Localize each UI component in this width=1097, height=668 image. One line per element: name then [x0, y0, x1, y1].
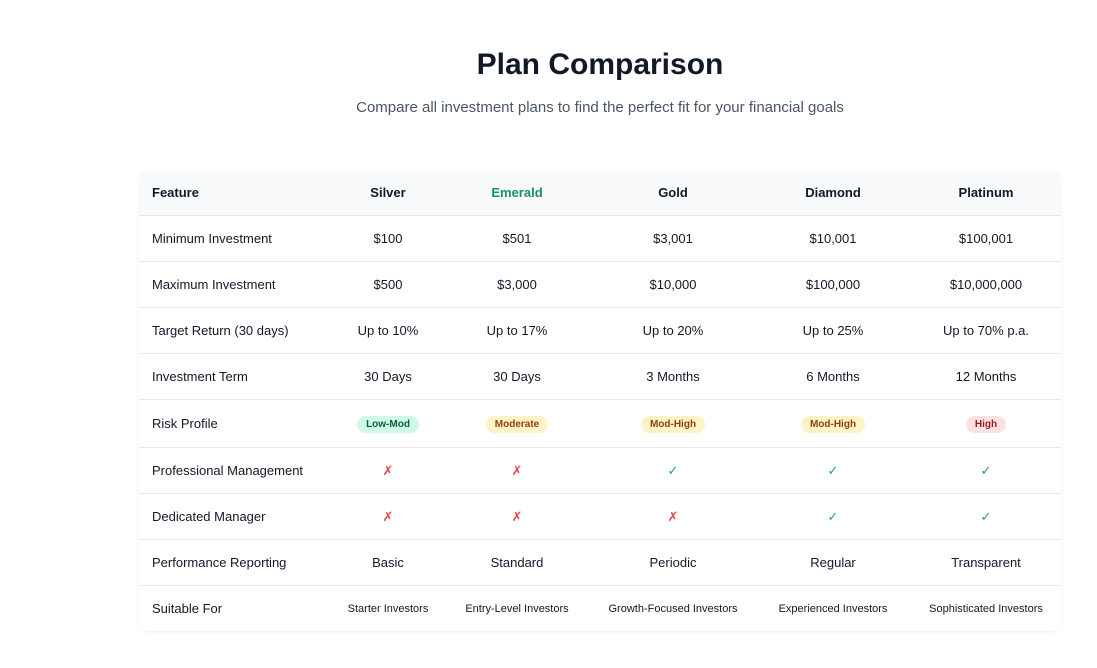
cell: $3,001: [591, 215, 755, 262]
cell: $10,000: [591, 261, 755, 308]
cell: Transparent: [911, 539, 1061, 586]
cell: Low-Mod: [333, 399, 443, 448]
cell: $500: [333, 261, 443, 308]
row-label: Maximum Investment: [139, 261, 333, 308]
status-icon: ✓: [755, 493, 911, 540]
risk-badge: High: [965, 415, 1007, 433]
table-row: Suitable For Starter Investors Entry-Level…: [139, 586, 1061, 632]
cell: Moderate: [443, 399, 591, 448]
row-label: Investment Term: [139, 353, 333, 400]
cell: 12 Months: [911, 353, 1061, 400]
column-header: Emerald: [443, 170, 591, 216]
cell: $100: [333, 215, 443, 262]
table-row: Minimum Investment $100 $501 $3,001 $10,001 $…: [139, 215, 1061, 262]
row-label: Performance Reporting: [139, 539, 333, 586]
table-row: Performance Reporting Basic Standard Period…: [139, 539, 1061, 586]
subtitle: Compare all investment plans to find the…: [356, 99, 844, 116]
header-row: Feature Silver Emerald Gold Diamond Platinum: [139, 170, 1061, 216]
cell: Basic: [333, 539, 443, 586]
cell: Entry-Level Investors: [465, 602, 569, 615]
cell: Up to 25%: [755, 307, 911, 354]
cell: 30 Days: [443, 353, 591, 400]
cell: Standard: [443, 539, 591, 586]
cell: $100,000: [755, 261, 911, 308]
column-header: Silver: [333, 170, 443, 216]
status-icon: ✗: [333, 447, 443, 494]
title: Plan Comparison: [476, 48, 724, 81]
status-icon: ✓: [755, 447, 911, 494]
cell: Growth-Focused Investors: [608, 602, 738, 615]
risk-badge: Mod-High: [640, 415, 706, 433]
row-label: Suitable For: [152, 601, 223, 616]
status-icon: ✗: [443, 493, 591, 540]
table-row: Maximum Investment $500 $3,000 $10,000 $100,…: [139, 261, 1061, 308]
column-header: Diamond: [755, 170, 911, 216]
status-icon: ✓: [911, 493, 1061, 540]
cell: Sophisticated Investors: [929, 602, 1043, 615]
table-row: Risk Profile Low-Mod Moderate Mod-High Mod-H…: [139, 399, 1061, 448]
table-row: Investment Term 30 Days 30 Days 3 Months 6 M…: [139, 353, 1061, 400]
cell: Starter Investors: [347, 602, 429, 615]
row-label: Target Return (30 days): [139, 307, 333, 354]
status-icon: ✓: [911, 447, 1061, 494]
row-label: Professional Management: [139, 447, 333, 494]
cell: Up to 17%: [443, 307, 591, 354]
cell: 6 Months: [755, 353, 911, 400]
status-icon: ✗: [443, 447, 591, 494]
row-label: Minimum Investment: [139, 215, 333, 262]
row-label: Dedicated Manager: [139, 493, 333, 540]
status-icon: ✓: [591, 447, 755, 494]
cell: Up to 70% p.a.: [911, 307, 1061, 354]
cell: Experienced Investors: [778, 602, 888, 615]
column-header: Platinum: [911, 170, 1061, 216]
cell: Up to 20%: [591, 307, 755, 354]
column-header: Gold: [591, 170, 755, 216]
risk-badge: Low-Mod: [357, 415, 419, 433]
cell: 3 Months: [591, 353, 755, 400]
cell: $10,000,000: [911, 261, 1061, 308]
table-row: Dedicated Manager ✗ ✗ ✗ ✓ ✓: [139, 493, 1061, 540]
cell: Up to 10%: [333, 307, 443, 354]
status-icon: ✗: [333, 493, 443, 540]
table-row: Professional Management ✗ ✗ ✓ ✓ ✓: [139, 447, 1061, 494]
cell: High: [911, 399, 1061, 448]
cell: $10,001: [755, 215, 911, 262]
cell: Mod-High: [755, 399, 911, 448]
cell: Mod-High: [591, 399, 755, 448]
row-label: Risk Profile: [139, 399, 333, 448]
cell: $3,000: [443, 261, 591, 308]
cell: 30 Days: [333, 353, 443, 400]
cell: $501: [443, 215, 591, 262]
comparison-table: Feature Silver Emerald Gold Diamond Platinum …: [139, 170, 1061, 631]
table-row: Target Return (30 days) Up to 10% Up to 17…: [139, 307, 1061, 354]
risk-badge: Mod-High: [800, 415, 866, 433]
column-header: Feature: [139, 170, 333, 216]
status-icon: ✗: [591, 493, 755, 540]
cell: Regular: [755, 539, 911, 586]
risk-badge: Moderate: [485, 415, 549, 433]
cell: $100,001: [911, 215, 1061, 262]
cell: Periodic: [591, 539, 755, 586]
